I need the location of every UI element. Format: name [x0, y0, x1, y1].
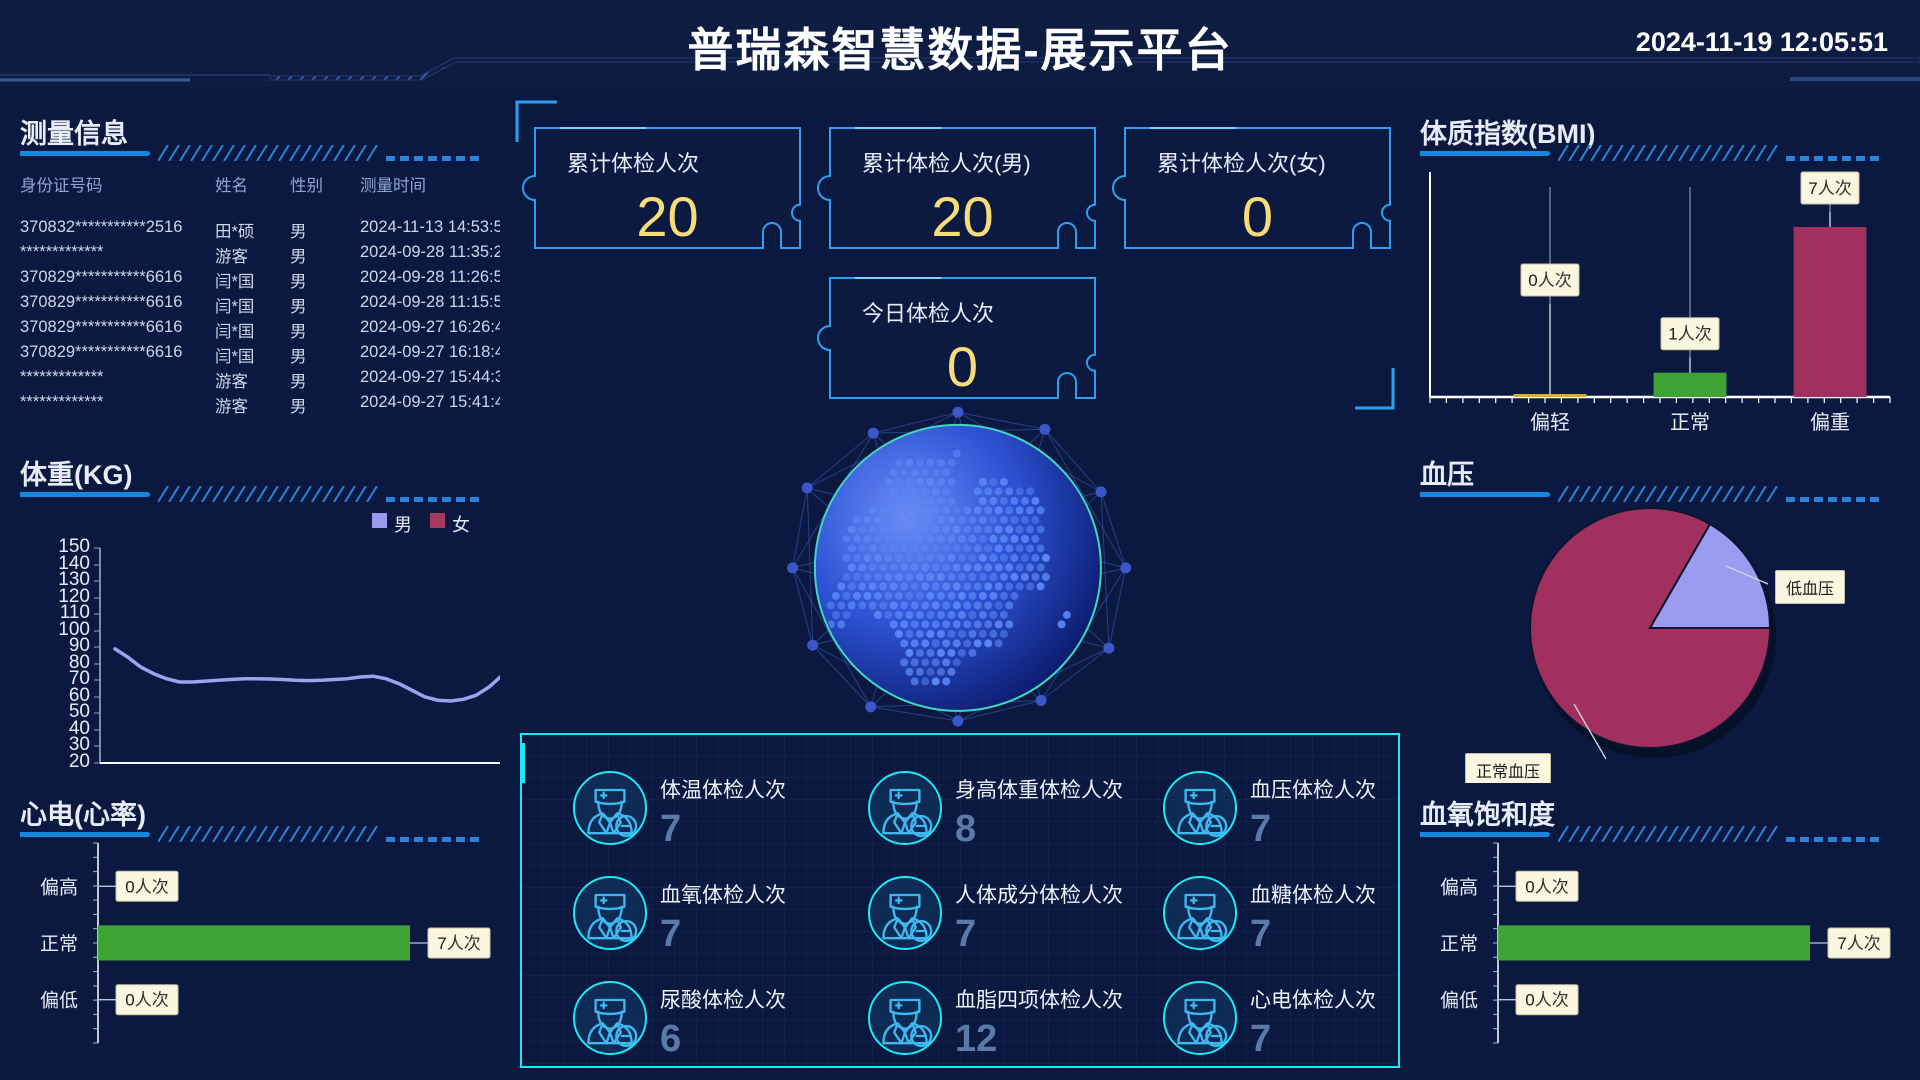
- svg-text:0人次: 0人次: [125, 877, 168, 896]
- svg-text:偏重: 偏重: [1810, 411, 1850, 434]
- svg-text:正常: 正常: [1670, 411, 1710, 434]
- svg-text:偏轻: 偏轻: [1530, 411, 1570, 434]
- svg-text:偏低: 偏低: [40, 990, 78, 1012]
- svg-text:0人次: 0人次: [1525, 877, 1568, 896]
- svg-text:7人次: 7人次: [437, 934, 480, 953]
- svg-text:7人次: 7人次: [1837, 934, 1880, 953]
- svg-text:偏低: 偏低: [1440, 990, 1478, 1012]
- svg-text:正常: 正常: [1440, 933, 1478, 955]
- svg-text:0人次: 0人次: [125, 991, 168, 1010]
- svg-text:0人次: 0人次: [1525, 991, 1568, 1010]
- svg-text:正常: 正常: [40, 933, 78, 955]
- svg-text:偏高: 偏高: [1440, 876, 1478, 898]
- svg-text:1人次: 1人次: [1668, 325, 1711, 344]
- svg-text:0人次: 0人次: [1528, 271, 1571, 290]
- svg-text:7人次: 7人次: [1808, 179, 1851, 198]
- svg-text:偏高: 偏高: [40, 876, 78, 898]
